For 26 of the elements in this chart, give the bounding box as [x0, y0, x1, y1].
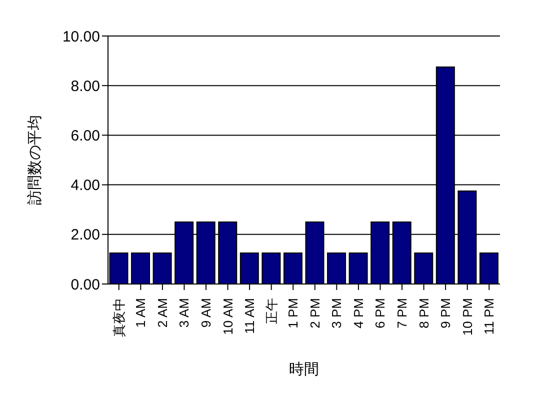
x-tick-label: 11 PM [482, 298, 497, 335]
y-tick-label: 4.00 [70, 177, 100, 194]
x-tick-label: 11 AM [242, 298, 258, 334]
x-tick-label: 1 PM [286, 298, 301, 328]
x-tick-label: 9 PM [438, 298, 454, 328]
x-tick-label: 9 AM [198, 298, 214, 328]
x-tick-label: 3 AM [176, 298, 192, 328]
x-tick-label: 10 AM [220, 298, 236, 335]
x-tick-label: 真夜中 [111, 298, 126, 337]
x-tick-label: 8 PM [416, 298, 432, 328]
x-tick-label: 2 PM [307, 298, 322, 328]
x-tick-label: 7 PM [394, 298, 410, 328]
y-tick-label: 10.00 [62, 28, 100, 46]
y-tick-label: 0.00 [70, 276, 100, 294]
x-axis-title: 時間 [289, 361, 319, 378]
x-tick-label: 2 AM [154, 298, 170, 328]
x-tick-label: 3 PM [329, 298, 344, 328]
x-tick-label: 10 PM [460, 298, 475, 336]
y-tick-label: 2.00 [70, 226, 100, 244]
y-tick-label: 6.00 [70, 128, 100, 145]
x-tick-label: 4 PM [350, 298, 366, 328]
y-tick-label: 8.00 [70, 78, 100, 95]
y-axis-title: 訪問数の平均 [26, 115, 44, 205]
x-tick-label: 正午 [264, 298, 279, 324]
x-tick-label: 6 PM [372, 298, 388, 328]
x-tick-label: 1 AM [133, 298, 148, 328]
